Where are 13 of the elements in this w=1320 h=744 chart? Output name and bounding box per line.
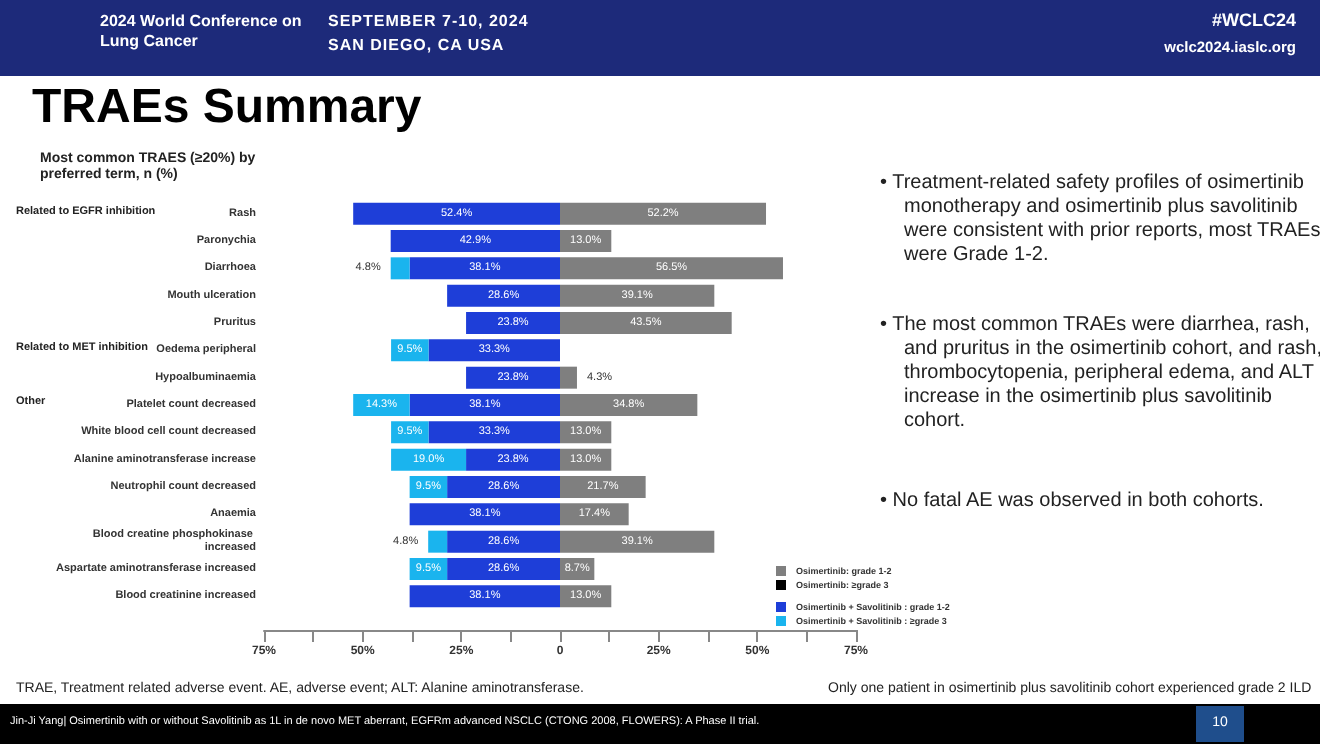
text: SEPTEMBER 7-10, 2024	[328, 12, 529, 32]
bar	[560, 366, 577, 389]
chart-title: TRAEs Summary	[32, 80, 422, 138]
text: • The most common TRAEs were diarrhea, rash, and pruritus in the osimertinib cohort, and rash, thrombocytopenia, peripheral edema, and ALT increase in the osimertinib plus savolitinib cohort.	[880, 314, 1320, 434]
text: • Treatment-related safety profiles of osimertinib monotherapy and osimertinib plus savolitinib were consistent with prior reports, most TRAEs were Grade 1-2.	[880, 172, 1320, 268]
text: 2024 World Conference on Lung Cancer	[100, 12, 304, 51]
bar	[391, 448, 467, 471]
text: • No fatal AE was observed in both cohorts.	[880, 490, 1266, 514]
text: SAN DIEGO, CA USA	[328, 36, 505, 56]
bar	[428, 530, 448, 553]
text: #WCLC24	[1211, 10, 1296, 32]
bar	[390, 257, 410, 280]
bar	[428, 339, 560, 362]
